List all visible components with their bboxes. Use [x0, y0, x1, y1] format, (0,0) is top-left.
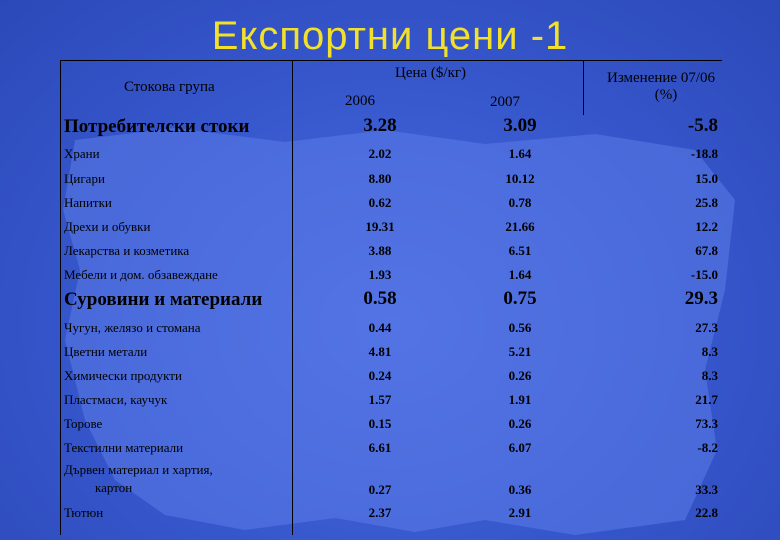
row-name: Торове [64, 416, 103, 431]
map-background-shape [63, 128, 735, 535]
row-value-2006: 0.27 [368, 482, 392, 497]
row-name: Лекарства и козметика [64, 243, 190, 258]
row-change: 15.0 [695, 171, 718, 186]
row-name: Пластмаси, каучук [64, 392, 168, 407]
row-value-2007: 1.64 [508, 146, 532, 161]
row-name: Тютюн [64, 505, 104, 520]
row-name: Текстилни материали [64, 440, 184, 455]
row-change: 21.7 [695, 392, 718, 407]
row-value-2007: 6.07 [508, 440, 532, 455]
row-value-2006: 0.62 [368, 195, 392, 210]
header-change-label: Изменение 07/06 (%) [586, 70, 736, 104]
row-value-2006: 0.44 [368, 320, 392, 335]
row-change: 22.8 [695, 505, 718, 520]
row-value-2007: 0.36 [508, 482, 532, 497]
row-change: -15.0 [690, 267, 718, 282]
row-value-2007: 0.78 [508, 195, 532, 210]
row-name: Цветни метали [64, 344, 148, 359]
row-value-2006: 1.57 [368, 392, 392, 407]
row-name: Чугун, желязо и стомана [64, 320, 201, 335]
row-name: Дървен материал и хартия, [64, 462, 213, 477]
row-value-2006: 0.15 [368, 416, 392, 431]
row-value-2007: 1.91 [508, 392, 532, 407]
row-value-2007: 2.91 [508, 505, 532, 520]
row-change: 8.3 [701, 368, 718, 383]
row-value-2006: 19.31 [365, 219, 395, 234]
row-value-2007: 0.75 [503, 288, 537, 309]
row-value-2006: 3.88 [368, 243, 392, 258]
row-change: 29.3 [684, 288, 718, 309]
row-name: Мебели и дом. обзавеждане [64, 267, 218, 282]
row-value-2006: 0.58 [363, 288, 397, 309]
row-name: Храни [64, 146, 100, 161]
row-name: Химически продукти [64, 368, 182, 383]
header-year-2006: 2006 [345, 93, 375, 109]
row-name: Потребителски стоки [64, 116, 250, 137]
row-value-2007: 10.12 [505, 171, 535, 186]
row-name: Дрехи и обувки [64, 219, 151, 234]
row-name: Цигари [64, 171, 105, 186]
header-change-line2: (%) [654, 87, 678, 103]
page-title: Експортни цени -1 [211, 14, 569, 58]
row-value-2007: 1.64 [508, 267, 532, 282]
row-change: -5.8 [687, 115, 718, 136]
row-change: 33.3 [695, 482, 718, 497]
row-value-2006: 4.81 [368, 344, 392, 359]
row-change: -18.8 [690, 146, 718, 161]
row-value-2006: 0.24 [368, 368, 392, 383]
row-name-line2: картон [95, 480, 133, 495]
header-price-label: Цена ($/кг) [395, 65, 467, 81]
row-name: Суровини и материали [64, 289, 263, 310]
row-change: 25.8 [695, 195, 718, 210]
row-value-2006: 3.28 [363, 115, 397, 136]
row-change: 27.3 [695, 320, 718, 335]
row-value-2007: 0.26 [508, 368, 532, 383]
row-value-2007: 3.09 [503, 115, 537, 136]
table-top-border [60, 60, 722, 61]
row-value-2006: 2.37 [368, 505, 392, 520]
header-group-label: Стокова група [124, 79, 215, 95]
row-change: -8.2 [697, 440, 718, 455]
row-name: Напитки [64, 195, 112, 210]
row-value-2007: 21.66 [505, 219, 535, 234]
row-value-2007: 0.56 [508, 320, 532, 335]
row-change: 8.3 [701, 344, 718, 359]
row-value-2007: 5.21 [508, 344, 532, 359]
row-value-2006: 8.80 [368, 171, 392, 186]
table-left-border [60, 60, 61, 535]
row-value-2006: 2.02 [368, 146, 392, 161]
row-value-2007: 0.26 [508, 416, 532, 431]
column-divider-1 [292, 60, 293, 535]
column-divider-2 [583, 60, 584, 115]
row-value-2006: 1.93 [368, 267, 392, 282]
row-value-2006: 6.61 [368, 440, 392, 455]
header-year-2007: 2007 [490, 94, 520, 110]
header-change-line1: Изменение 07/06 [606, 70, 715, 86]
row-change: 67.8 [695, 243, 718, 258]
row-change: 73.3 [695, 416, 718, 431]
row-change: 12.2 [695, 219, 718, 234]
row-value-2007: 6.51 [508, 243, 532, 258]
